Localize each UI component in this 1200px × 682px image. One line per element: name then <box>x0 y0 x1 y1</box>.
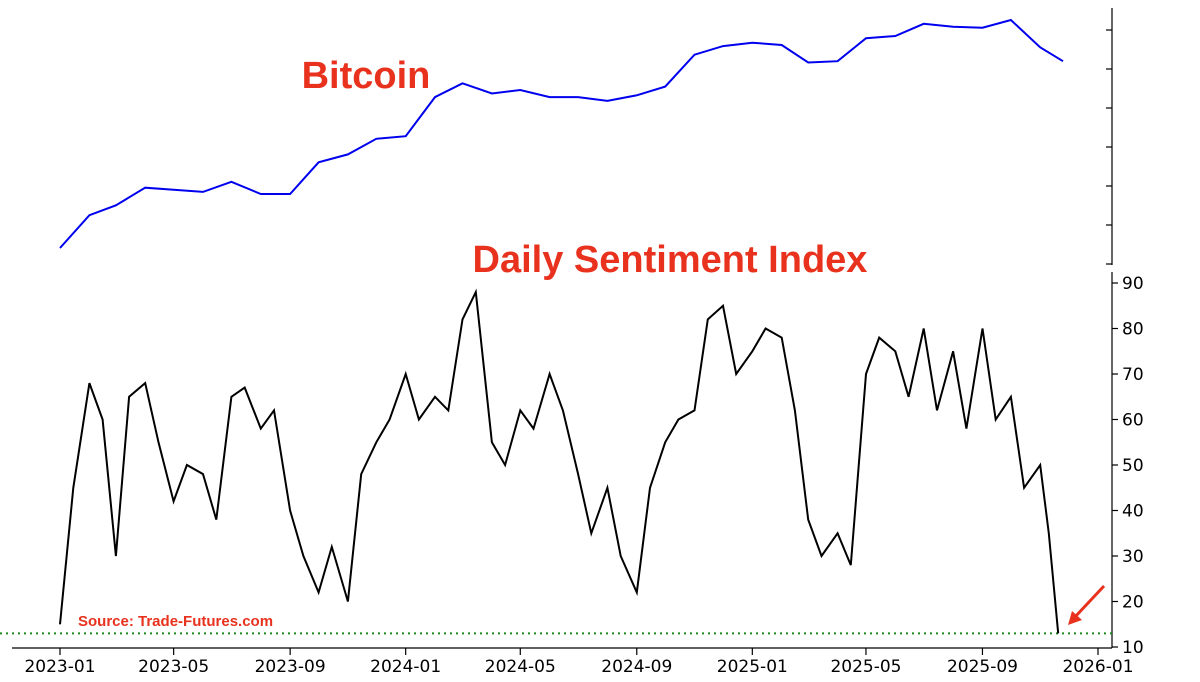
y-tick-label: 50 <box>1122 456 1144 476</box>
bitcoin-title: Bitcoin <box>302 55 431 97</box>
y-tick-label: 90 <box>1122 274 1144 294</box>
y-tick-label: 20 <box>1122 593 1144 613</box>
bitcoin-panel: Bitcoin <box>59 8 1113 265</box>
x-tick-label: 2025-09 <box>947 657 1018 677</box>
y-tick-label: 60 <box>1122 411 1144 431</box>
dsi-panel: Daily Sentiment Index 10 20 30 40 50 60 70 80 90… <box>0 239 1144 658</box>
bitcoin-axis-ticks <box>1106 29 1112 265</box>
y-tick-label: 30 <box>1122 547 1144 567</box>
x-axis-ticks: 2023-01 2023-05 2023-09 2024-01 2024-05 2024-… <box>24 648 1134 677</box>
x-tick-label: 2023-09 <box>255 657 326 677</box>
y-tick-label: 80 <box>1122 320 1144 340</box>
x-tick-label: 2023-01 <box>24 657 95 677</box>
x-tick-label: 2025-01 <box>717 657 788 677</box>
x-tick-label: 2025-05 <box>830 657 901 677</box>
arrow-annotation <box>1068 584 1106 625</box>
y-tick-label: 40 <box>1122 502 1144 522</box>
bitcoin-price-line <box>59 18 1064 249</box>
dsi-y-axis-ticks: 10 20 30 40 50 60 70 80 90 <box>1112 274 1144 658</box>
arrow-head <box>1068 611 1082 625</box>
source-label: Source: Trade-Futures.com <box>78 613 273 630</box>
y-tick-label: 10 <box>1122 638 1144 658</box>
x-tick-label: 2024-09 <box>601 657 672 677</box>
dsi-title: Daily Sentiment Index <box>473 239 868 281</box>
x-axis: 2023-01 2023-05 2023-09 2024-01 2024-05 2024-… <box>12 647 1134 677</box>
x-tick-label: 2023-05 <box>138 657 209 677</box>
x-tick-label: 2026-01 <box>1062 657 1133 677</box>
y-tick-label: 70 <box>1122 365 1144 385</box>
dsi-line <box>59 288 1060 634</box>
x-tick-label: 2024-01 <box>370 657 441 677</box>
arrow-shaft <box>1072 584 1106 620</box>
x-tick-label: 2024-05 <box>485 657 556 677</box>
